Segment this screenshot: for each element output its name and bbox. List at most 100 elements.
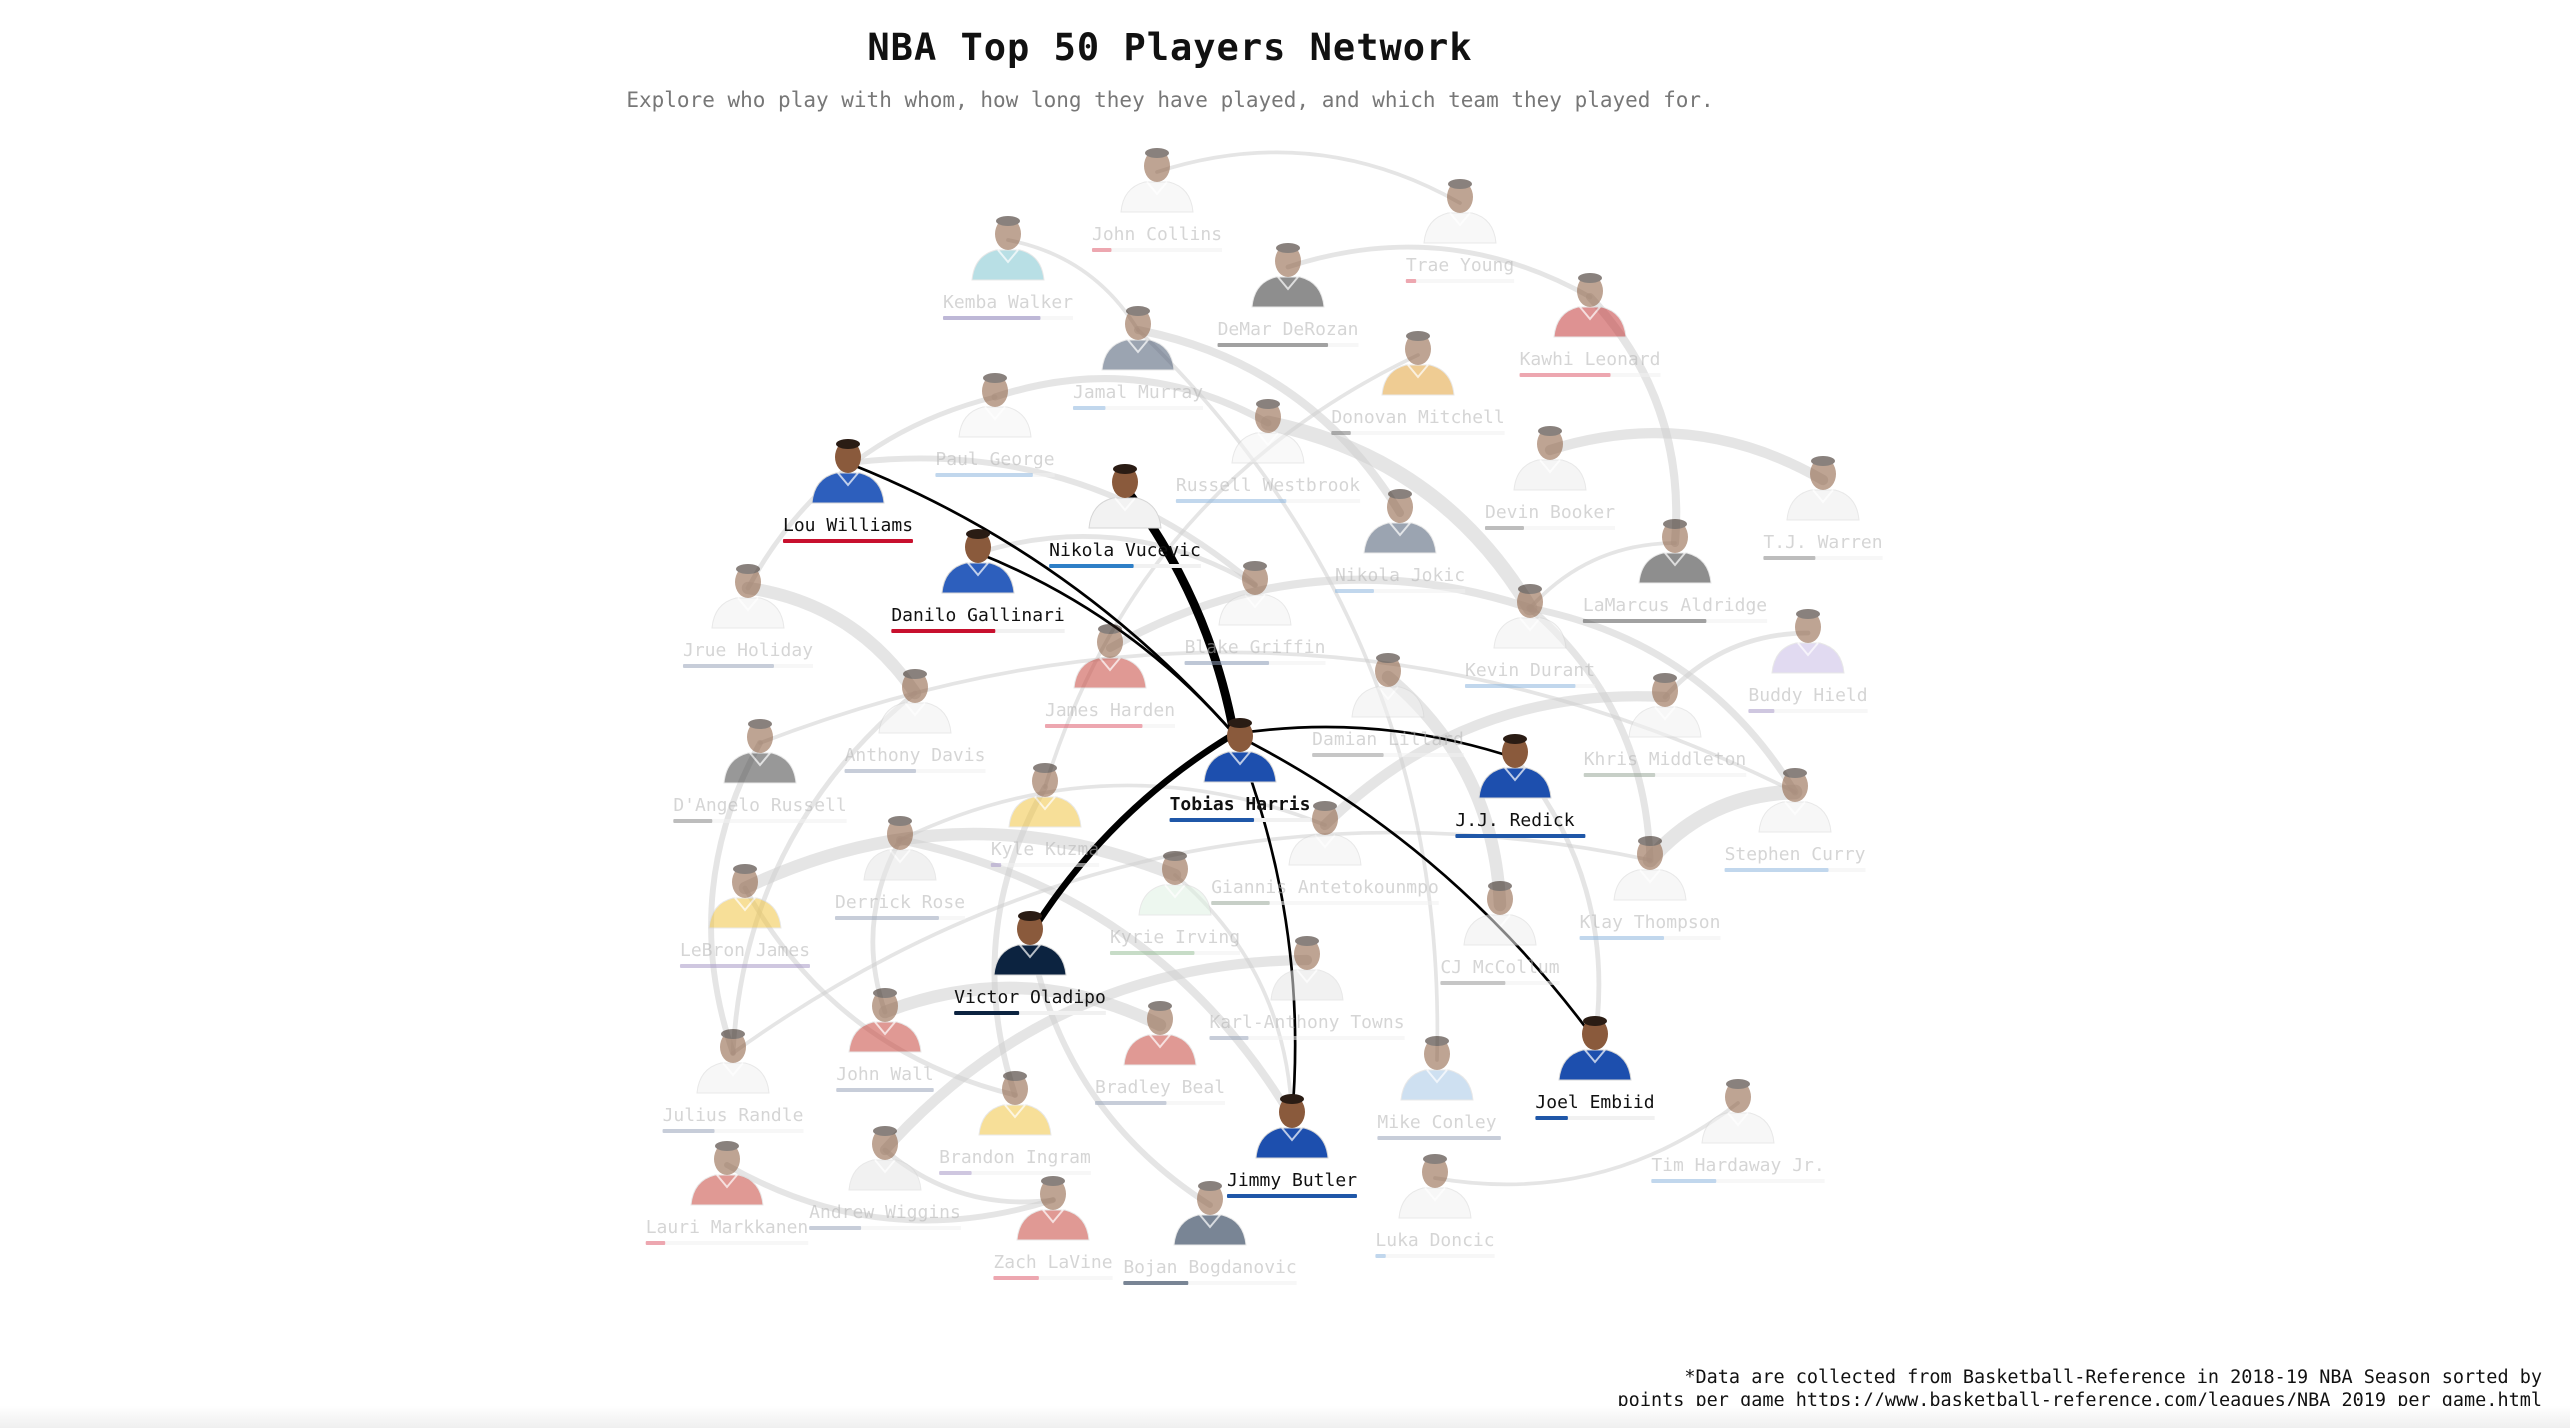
player-name-label: Lou Williams (783, 515, 913, 536)
player-avatar (690, 1141, 764, 1206)
player-career-bar (1535, 1116, 1568, 1120)
player-career-bar (1217, 343, 1329, 347)
player-name-label: Luka Doncic (1375, 1230, 1494, 1251)
player-node-derrick-rose[interactable]: Derrick Rose (834, 816, 966, 920)
player-name-label: Paul George (935, 449, 1054, 470)
player-node-t-j-warren[interactable]: T.J. Warren (1763, 456, 1883, 560)
player-node-trae-young[interactable]: Trae Young (1405, 179, 1515, 283)
player-name-label: Danilo Gallinari (891, 605, 1064, 626)
player-node-russell-westbrook[interactable]: Russell Westbrook (1175, 399, 1360, 503)
player-name-label: Andrew Wiggins (809, 1202, 961, 1223)
player-node-tim-hardaway-jr[interactable]: Tim Hardaway Jr. (1651, 1079, 1825, 1183)
player-career-bar (1582, 619, 1707, 623)
player-node-devin-booker[interactable]: Devin Booker (1484, 426, 1616, 530)
player-avatar (1203, 718, 1277, 783)
player-avatar (1758, 768, 1832, 833)
player-node-demar-derozan[interactable]: DeMar DeRozan (1217, 243, 1359, 347)
player-node-john-wall[interactable]: John Wall (836, 988, 934, 1092)
player-avatar (1138, 851, 1212, 916)
player-node-mike-conley[interactable]: Mike Conley (1377, 1036, 1501, 1140)
player-name-label: Giannis Antetokounmpo (1211, 877, 1439, 898)
player-name-label: Nikola Jokic (1335, 565, 1465, 586)
player-name-label: Klay Thompson (1580, 912, 1721, 933)
player-node-julius-randle[interactable]: Julius Randle (662, 1029, 804, 1133)
player-avatar (1553, 273, 1627, 338)
player-node-lou-williams[interactable]: Lou Williams (782, 439, 914, 543)
player-career-bar (1440, 981, 1506, 985)
player-node-bradley-beal[interactable]: Bradley Beal (1094, 1001, 1226, 1105)
player-node-tobias-harris[interactable]: Tobias Harris (1169, 718, 1311, 822)
player-node-zach-lavine[interactable]: Zach LaVine (993, 1176, 1113, 1280)
player-node-giannis-antetokounmpo[interactable]: Giannis Antetokounmpo (1211, 801, 1439, 905)
player-name-label: Lauri Markkanen (646, 1217, 809, 1238)
player-node-james-harden[interactable]: James Harden (1044, 624, 1176, 728)
player-career-bar (1169, 818, 1255, 822)
player-career-bar (836, 1088, 934, 1092)
player-avatar (958, 373, 1032, 438)
player-node-paul-george[interactable]: Paul George (935, 373, 1055, 477)
player-node-klay-thompson[interactable]: Klay Thompson (1579, 836, 1721, 940)
link-jrue-holiday-anthony-davis (741, 581, 922, 700)
player-avatar (1120, 148, 1194, 213)
player-node-nikola-vucevic[interactable]: Nikola Vucevic (1049, 464, 1201, 568)
player-node-donovan-mitchell[interactable]: Donovan Mitchell (1331, 331, 1505, 435)
player-node-jamal-murray[interactable]: Jamal Murray (1072, 306, 1203, 410)
player-node-kevin-durant[interactable]: Kevin Durant (1464, 584, 1596, 688)
player-name-label: Jrue Holiday (683, 640, 813, 661)
player-name-label: John Collins (1092, 224, 1222, 245)
player-career-bar-track (1111, 248, 1223, 252)
player-avatar (848, 1126, 922, 1191)
bottom-fade (0, 1406, 2570, 1428)
player-node-lamarcus-aldridge[interactable]: LaMarcus Aldridge (1582, 519, 1768, 623)
player-career-bar-track (665, 1241, 809, 1245)
link-john-wall-bradley-beal (878, 981, 1167, 1032)
player-node-cj-mccollum[interactable]: CJ McCollum (1440, 881, 1560, 985)
player-name-label: Donovan Mitchell (1331, 407, 1504, 428)
player-node-khris-middleton[interactable]: Khris Middleton (1583, 673, 1747, 777)
player-node-kyrie-irving[interactable]: Kyrie Irving (1109, 851, 1241, 955)
player-avatar (1638, 519, 1712, 584)
player-node-lebron-james[interactable]: LeBron James (679, 864, 811, 968)
player-node-nikola-jokic[interactable]: Nikola Jokic (1334, 489, 1466, 593)
player-node-d-angelo-russell[interactable]: D'Angelo Russell (673, 719, 847, 823)
player-node-bojan-bogdanovic[interactable]: Bojan Bogdanovic (1123, 1181, 1297, 1285)
player-avatar (1513, 426, 1587, 491)
player-node-jimmy-butler[interactable]: Jimmy Butler (1226, 1094, 1357, 1198)
player-avatar (941, 529, 1015, 594)
player-career-bar (891, 629, 996, 633)
player-node-damian-lillard[interactable]: Damian Lillard (1312, 653, 1464, 757)
player-node-kyle-kuzma[interactable]: Kyle Kuzma (990, 763, 1100, 867)
player-node-john-collins[interactable]: John Collins (1091, 148, 1223, 252)
player-node-andrew-wiggins[interactable]: Andrew Wiggins (809, 1126, 961, 1230)
link-tobias-harris-jimmy-butler (1232, 732, 1297, 1120)
player-node-karl-anthony-towns[interactable]: Karl-Anthony Towns (1209, 936, 1405, 1040)
player-career-bar (1455, 834, 1586, 838)
player-avatar (1255, 1094, 1329, 1159)
player-node-anthony-davis[interactable]: Anthony Davis (844, 669, 986, 773)
player-node-jrue-holiday[interactable]: Jrue Holiday (682, 564, 813, 668)
player-node-stephen-curry[interactable]: Stephen Curry (1724, 768, 1866, 872)
player-career-bar-track (1040, 316, 1074, 320)
player-career-bar (1377, 1136, 1501, 1140)
player-career-bar (662, 1129, 715, 1133)
player-node-brandon-ingram[interactable]: Brandon Ingram (939, 1071, 1091, 1175)
player-node-kemba-walker[interactable]: Kemba Walker (942, 216, 1074, 320)
link-tobias-harris-j-j-redick (1232, 725, 1517, 760)
player-node-j-j-redick[interactable]: J.J. Redick (1455, 734, 1586, 838)
player-career-bar-track (1269, 901, 1439, 905)
player-node-victor-oladipo[interactable]: Victor Oladipo (954, 911, 1106, 1015)
player-node-buddy-hield[interactable]: Buddy Hield (1748, 609, 1868, 713)
player-name-label: Mike Conley (1377, 1112, 1496, 1133)
player-avatar (1231, 399, 1305, 464)
player-node-danilo-gallinari[interactable]: Danilo Gallinari (891, 529, 1065, 633)
player-node-joel-embiid[interactable]: Joel Embiid (1535, 1016, 1655, 1120)
player-node-kawhi-leonard[interactable]: Kawhi Leonard (1519, 273, 1661, 377)
player-name-label: Karl-Anthony Towns (1209, 1012, 1404, 1033)
player-node-lauri-markkanen[interactable]: Lauri Markkanen (645, 1141, 809, 1245)
player-node-blake-griffin[interactable]: Blake Griffin (1184, 561, 1326, 665)
link-danilo-gallinari-blake-griffin (975, 534, 1258, 588)
player-career-bar-track (1523, 526, 1616, 530)
player-career-bar-track (1828, 868, 1866, 872)
player-node-luka-doncic[interactable]: Luka Doncic (1375, 1154, 1495, 1258)
